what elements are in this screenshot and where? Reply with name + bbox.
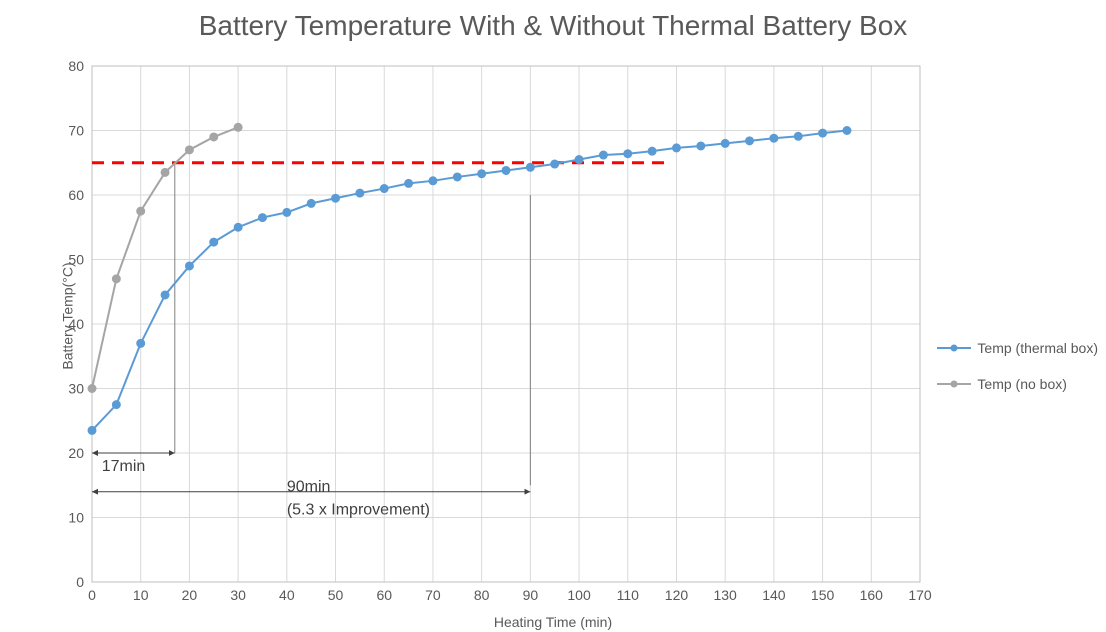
svg-text:80: 80 <box>68 58 84 74</box>
svg-text:90min: 90min <box>287 479 331 496</box>
svg-text:(5.3 x Improvement): (5.3 x Improvement) <box>287 501 430 518</box>
svg-text:70: 70 <box>68 123 84 139</box>
svg-text:30: 30 <box>68 381 84 397</box>
svg-text:0: 0 <box>88 587 96 603</box>
svg-text:10: 10 <box>68 510 84 526</box>
svg-text:17min: 17min <box>102 458 146 475</box>
legend-label-thermal-box: Temp (thermal box) <box>977 340 1098 356</box>
legend: Temp (thermal box) Temp (no box) <box>937 320 1098 412</box>
svg-text:10: 10 <box>133 587 149 603</box>
svg-text:170: 170 <box>908 587 932 603</box>
svg-text:150: 150 <box>811 587 835 603</box>
svg-text:0: 0 <box>76 574 84 590</box>
y-axis-label: Battery Temp(°C) <box>60 262 76 369</box>
chart-svg: 0102030405060708090100110120130140150160… <box>0 0 1106 632</box>
svg-text:40: 40 <box>279 587 295 603</box>
x-axis-label: Heating Time (min) <box>0 614 1106 630</box>
svg-text:160: 160 <box>860 587 884 603</box>
svg-text:60: 60 <box>68 187 84 203</box>
svg-text:110: 110 <box>617 587 640 603</box>
svg-text:130: 130 <box>713 587 737 603</box>
legend-swatch-no-box <box>937 383 971 385</box>
legend-item-no-box: Temp (no box) <box>937 376 1098 392</box>
svg-text:140: 140 <box>762 587 786 603</box>
chart-container: Battery Temperature With & Without Therm… <box>0 0 1106 632</box>
svg-text:30: 30 <box>230 587 246 603</box>
svg-text:80: 80 <box>474 587 490 603</box>
legend-label-no-box: Temp (no box) <box>977 376 1066 392</box>
svg-text:20: 20 <box>68 445 84 461</box>
legend-item-thermal-box: Temp (thermal box) <box>937 340 1098 356</box>
legend-swatch-thermal-box <box>937 347 971 349</box>
svg-text:60: 60 <box>376 587 392 603</box>
svg-text:120: 120 <box>665 587 689 603</box>
svg-text:90: 90 <box>523 587 539 603</box>
svg-text:20: 20 <box>182 587 198 603</box>
svg-text:50: 50 <box>328 587 344 603</box>
svg-text:100: 100 <box>567 587 591 603</box>
svg-text:70: 70 <box>425 587 441 603</box>
chart-title: Battery Temperature With & Without Therm… <box>0 10 1106 42</box>
